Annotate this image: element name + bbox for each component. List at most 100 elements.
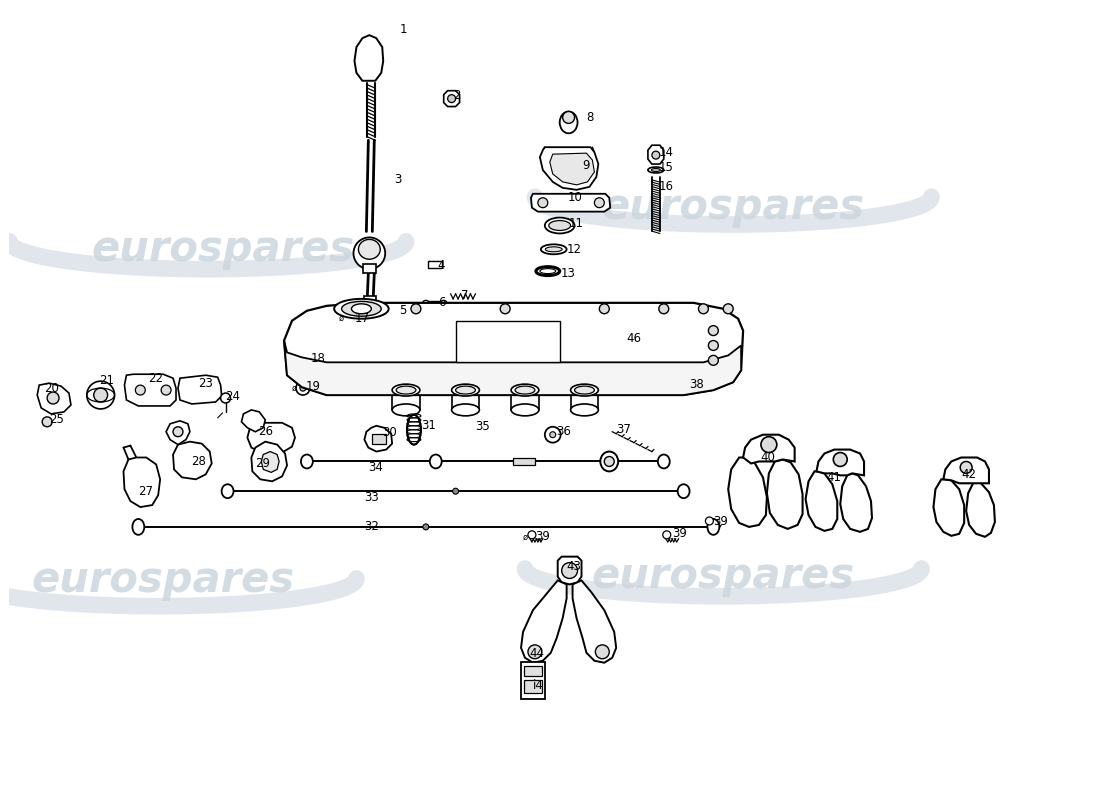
- Circle shape: [708, 341, 718, 350]
- Ellipse shape: [707, 519, 719, 535]
- Circle shape: [600, 304, 609, 314]
- Text: 27: 27: [139, 485, 153, 498]
- Ellipse shape: [452, 404, 480, 416]
- Circle shape: [528, 645, 542, 658]
- Polygon shape: [173, 442, 211, 479]
- Text: 34: 34: [368, 461, 383, 474]
- Circle shape: [500, 304, 510, 314]
- Ellipse shape: [544, 218, 574, 234]
- Text: 8: 8: [586, 111, 594, 124]
- Circle shape: [562, 562, 578, 578]
- Ellipse shape: [392, 384, 420, 396]
- Circle shape: [42, 417, 52, 426]
- Polygon shape: [944, 458, 989, 483]
- Text: 19: 19: [306, 380, 321, 393]
- Polygon shape: [540, 147, 598, 190]
- Text: 30: 30: [382, 426, 397, 439]
- Circle shape: [652, 151, 660, 159]
- Text: 16: 16: [659, 180, 674, 194]
- Bar: [337, 314, 346, 322]
- Text: 17: 17: [354, 312, 370, 326]
- Text: 24: 24: [226, 390, 241, 402]
- Text: 33: 33: [364, 490, 380, 504]
- Polygon shape: [248, 423, 295, 453]
- Circle shape: [87, 381, 114, 409]
- Ellipse shape: [301, 454, 312, 469]
- Polygon shape: [124, 374, 176, 406]
- Ellipse shape: [352, 304, 372, 314]
- Text: 42: 42: [961, 468, 976, 481]
- Circle shape: [594, 198, 604, 208]
- Ellipse shape: [512, 384, 539, 396]
- Circle shape: [135, 385, 145, 395]
- Polygon shape: [521, 581, 566, 662]
- Ellipse shape: [601, 451, 618, 471]
- Text: 29: 29: [255, 457, 271, 470]
- Polygon shape: [550, 153, 594, 185]
- Ellipse shape: [515, 386, 535, 394]
- Polygon shape: [648, 146, 663, 164]
- Circle shape: [708, 355, 718, 366]
- Circle shape: [604, 457, 614, 466]
- Ellipse shape: [359, 239, 381, 259]
- Text: 12: 12: [566, 243, 582, 256]
- Text: ø: ø: [339, 314, 344, 323]
- Ellipse shape: [430, 454, 442, 469]
- Text: 39: 39: [672, 527, 686, 540]
- Text: 26: 26: [258, 426, 273, 438]
- Polygon shape: [558, 557, 582, 584]
- Ellipse shape: [407, 415, 421, 445]
- Text: 11: 11: [569, 217, 584, 230]
- Polygon shape: [241, 410, 265, 432]
- Ellipse shape: [648, 167, 663, 173]
- Text: 7: 7: [461, 290, 468, 302]
- Ellipse shape: [349, 308, 390, 325]
- Polygon shape: [728, 458, 767, 527]
- Text: 20: 20: [44, 382, 59, 394]
- Polygon shape: [805, 471, 837, 531]
- Text: 18: 18: [311, 352, 326, 365]
- Bar: [364, 296, 376, 305]
- Text: 1: 1: [400, 22, 408, 36]
- Ellipse shape: [536, 266, 560, 275]
- Ellipse shape: [540, 269, 556, 274]
- Polygon shape: [284, 341, 741, 395]
- Text: 39: 39: [714, 515, 728, 529]
- Ellipse shape: [342, 306, 397, 328]
- Ellipse shape: [658, 454, 670, 469]
- Text: 31: 31: [421, 419, 436, 432]
- Text: 25: 25: [50, 414, 64, 426]
- Text: 9: 9: [583, 158, 590, 171]
- Ellipse shape: [455, 386, 475, 394]
- Polygon shape: [531, 194, 610, 212]
- Ellipse shape: [560, 111, 578, 134]
- Text: 13: 13: [561, 266, 575, 280]
- Polygon shape: [284, 303, 744, 395]
- Circle shape: [698, 304, 708, 314]
- Circle shape: [550, 432, 556, 438]
- Ellipse shape: [571, 404, 598, 416]
- Ellipse shape: [678, 484, 690, 498]
- Text: eurospares: eurospares: [592, 555, 855, 598]
- Circle shape: [595, 645, 609, 658]
- Polygon shape: [166, 421, 190, 445]
- Circle shape: [724, 304, 734, 314]
- Ellipse shape: [546, 247, 562, 252]
- Polygon shape: [744, 434, 794, 463]
- Bar: [428, 262, 442, 268]
- Polygon shape: [262, 451, 279, 472]
- Text: 44: 44: [529, 647, 544, 660]
- Ellipse shape: [334, 299, 388, 318]
- Bar: [302, 353, 315, 360]
- Text: 41: 41: [826, 471, 842, 484]
- Polygon shape: [767, 459, 803, 529]
- Circle shape: [705, 517, 714, 525]
- Circle shape: [960, 462, 972, 474]
- Text: 2: 2: [453, 89, 461, 102]
- Polygon shape: [966, 482, 994, 537]
- Ellipse shape: [353, 238, 385, 269]
- Text: 32: 32: [364, 520, 380, 534]
- Bar: [426, 301, 443, 308]
- Text: 14: 14: [659, 146, 674, 158]
- Bar: [455, 321, 560, 362]
